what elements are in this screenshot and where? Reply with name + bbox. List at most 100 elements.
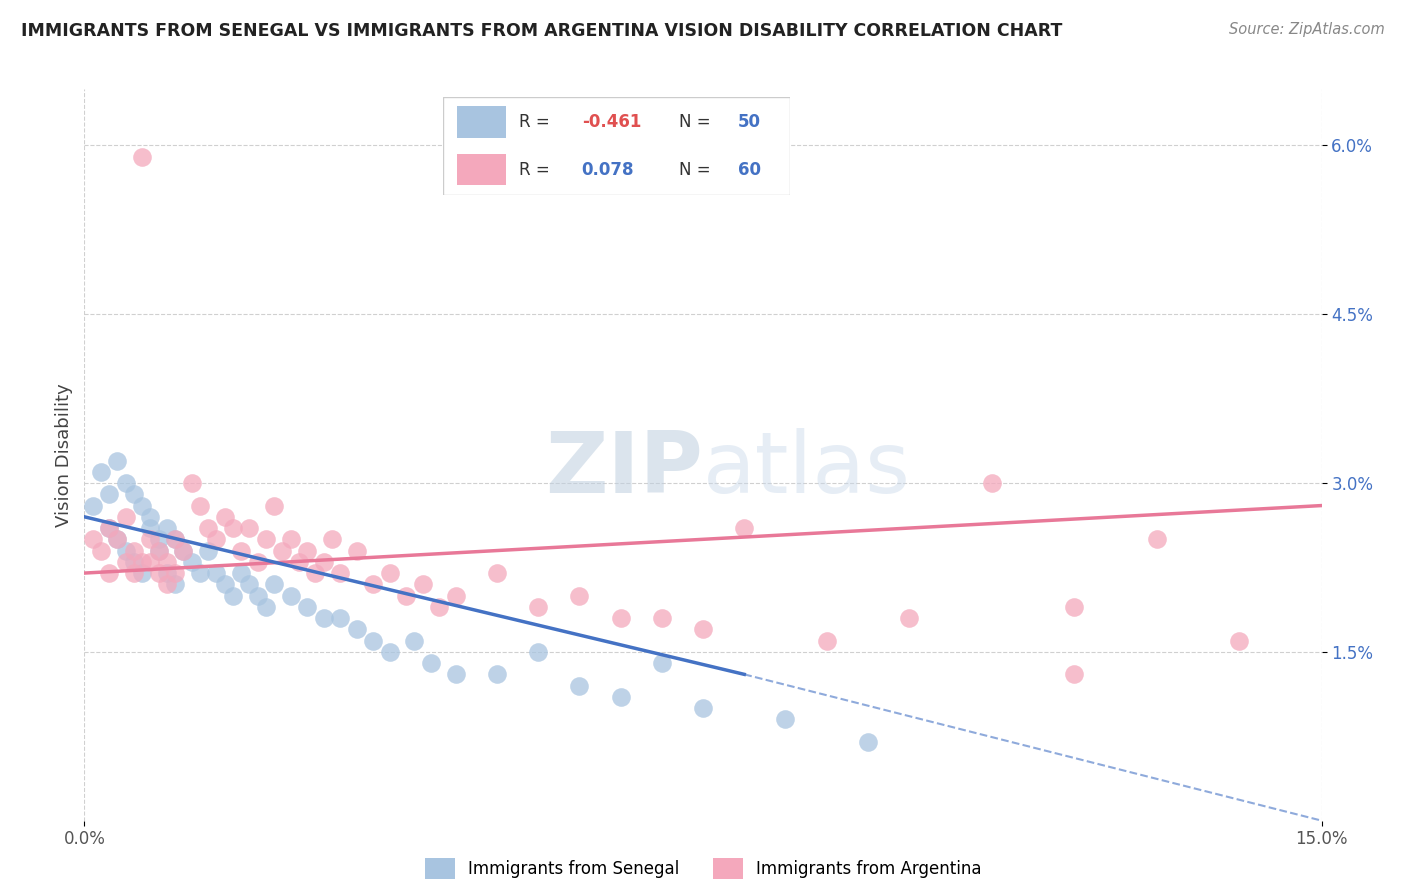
- Point: [395, 589, 418, 603]
- Point: [856, 735, 879, 749]
- Point: [1227, 633, 1250, 648]
- Point: [280, 589, 302, 603]
- Point: [229, 566, 252, 580]
- Point: [90, 543, 112, 558]
- Point: [238, 577, 260, 591]
- Point: [122, 543, 145, 558]
- Point: [254, 599, 277, 614]
- Point: [692, 623, 714, 637]
- Point: [131, 555, 153, 569]
- Point: [205, 566, 228, 580]
- Point: [246, 555, 269, 569]
- Text: Source: ZipAtlas.com: Source: ZipAtlas.com: [1229, 22, 1385, 37]
- Point: [444, 589, 467, 603]
- Point: [139, 521, 162, 535]
- Point: [412, 577, 434, 591]
- Point: [568, 679, 591, 693]
- Point: [527, 645, 550, 659]
- Point: [172, 543, 194, 558]
- Point: [404, 633, 426, 648]
- Point: [263, 499, 285, 513]
- Point: [214, 509, 236, 524]
- Point: [222, 521, 245, 535]
- Point: [122, 555, 145, 569]
- Point: [165, 533, 187, 547]
- Point: [263, 577, 285, 591]
- Point: [188, 499, 211, 513]
- Y-axis label: Vision Disability: Vision Disability: [55, 383, 73, 527]
- Point: [98, 487, 121, 501]
- Point: [980, 476, 1002, 491]
- Point: [131, 566, 153, 580]
- Point: [139, 555, 162, 569]
- Point: [156, 577, 179, 591]
- Point: [122, 566, 145, 580]
- Point: [131, 150, 153, 164]
- Point: [898, 611, 921, 625]
- Point: [105, 533, 128, 547]
- Point: [444, 667, 467, 681]
- Point: [568, 589, 591, 603]
- Point: [165, 533, 187, 547]
- Point: [82, 499, 104, 513]
- Point: [288, 555, 311, 569]
- Point: [180, 476, 202, 491]
- Point: [180, 555, 202, 569]
- Point: [105, 533, 128, 547]
- Point: [527, 599, 550, 614]
- Point: [148, 533, 170, 547]
- Point: [692, 701, 714, 715]
- Point: [139, 533, 162, 547]
- Point: [98, 566, 121, 580]
- Point: [165, 566, 187, 580]
- Point: [280, 533, 302, 547]
- Point: [815, 633, 838, 648]
- Point: [172, 543, 194, 558]
- Point: [238, 521, 260, 535]
- Point: [156, 521, 179, 535]
- Point: [312, 611, 335, 625]
- Point: [321, 533, 343, 547]
- Point: [105, 453, 128, 467]
- Point: [1063, 667, 1085, 681]
- Point: [1146, 533, 1168, 547]
- Point: [122, 487, 145, 501]
- Point: [329, 566, 352, 580]
- Point: [148, 543, 170, 558]
- Point: [419, 656, 441, 670]
- Point: [1063, 599, 1085, 614]
- Point: [733, 521, 755, 535]
- Point: [427, 599, 450, 614]
- Point: [329, 611, 352, 625]
- Point: [197, 521, 219, 535]
- Point: [98, 521, 121, 535]
- Point: [485, 566, 508, 580]
- Point: [156, 555, 179, 569]
- Point: [205, 533, 228, 547]
- Text: ZIP: ZIP: [546, 428, 703, 511]
- Point: [114, 476, 136, 491]
- Point: [361, 633, 384, 648]
- Point: [346, 543, 368, 558]
- Point: [114, 543, 136, 558]
- Point: [295, 599, 318, 614]
- Point: [156, 566, 179, 580]
- Point: [295, 543, 318, 558]
- Point: [222, 589, 245, 603]
- Point: [346, 623, 368, 637]
- Point: [378, 645, 401, 659]
- Point: [485, 667, 508, 681]
- Point: [254, 533, 277, 547]
- Point: [246, 589, 269, 603]
- Point: [82, 533, 104, 547]
- Point: [609, 690, 631, 704]
- Point: [98, 521, 121, 535]
- Point: [609, 611, 631, 625]
- Legend: Immigrants from Senegal, Immigrants from Argentina: Immigrants from Senegal, Immigrants from…: [418, 852, 988, 886]
- Text: atlas: atlas: [703, 428, 911, 511]
- Point: [197, 543, 219, 558]
- Point: [775, 712, 797, 726]
- Point: [361, 577, 384, 591]
- Point: [214, 577, 236, 591]
- Point: [188, 566, 211, 580]
